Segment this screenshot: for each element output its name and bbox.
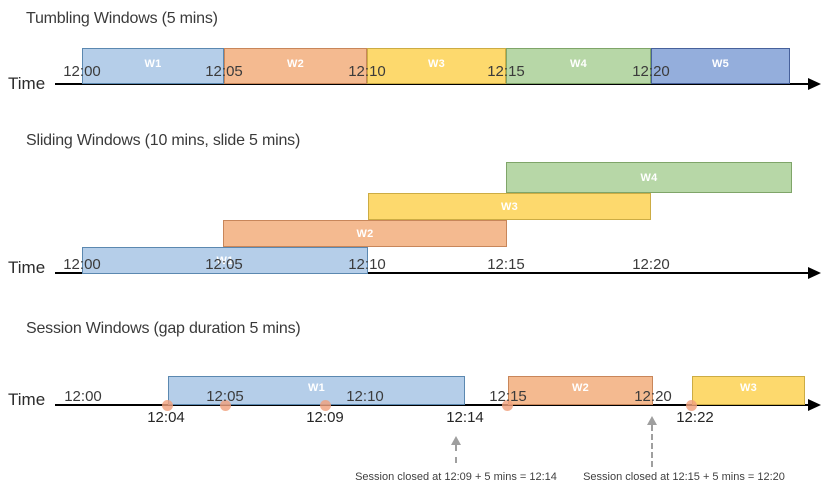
tumbling-window-w4: W4 — [506, 48, 651, 84]
session-tick-1200: 12:00 — [64, 388, 102, 405]
tumbling-window-w2: W2 — [224, 48, 367, 84]
session-time-axis-label: Time — [8, 390, 46, 409]
window-label: W1 — [144, 57, 162, 70]
event-dot-1204 — [162, 400, 173, 411]
session-close-arrow-icon — [451, 436, 461, 445]
tumbling-section-title: Tumbling Windows (5 mins) — [26, 10, 218, 27]
session-event-label-1209: 12:09 — [306, 409, 344, 426]
session-window-w1: W1 — [168, 376, 465, 405]
session-event-label-1204: 12:04 — [147, 409, 185, 426]
window-label: W3 — [427, 57, 446, 70]
window-label: W4 — [640, 171, 658, 184]
event-dot-1209 — [320, 400, 331, 411]
tumbling-window-w5: W5 — [651, 48, 790, 84]
window-label: W1 — [216, 254, 234, 267]
tumbling-tick-1215: 12:15 — [487, 63, 525, 80]
tumbling-axis-arrowhead-icon — [808, 78, 821, 90]
sliding-tick-1200: 12:00 — [63, 256, 101, 273]
sliding-tick-1215: 12:15 — [487, 256, 525, 273]
tumbling-tick-1200: 12:00 — [63, 63, 101, 80]
window-label: W2 — [286, 57, 305, 70]
window-label: W4 — [569, 57, 588, 70]
session-window-w2: W2 — [508, 376, 653, 405]
window-label: W2 — [356, 227, 374, 240]
session-close-annotation-2: Session closed at 12:15 + 5 mins = 12:20 — [583, 471, 785, 483]
sliding-window-w1: W1 — [82, 247, 368, 274]
tumbling-time-axis-label: Time — [8, 74, 46, 93]
sliding-tick-1205: 12:05 — [205, 256, 243, 273]
sliding-window-w3: W3 — [368, 193, 651, 220]
session-window-w3: W3 — [692, 376, 805, 405]
session-section-title: Session Windows (gap duration 5 mins) — [26, 320, 301, 337]
window-label: W3 — [500, 200, 519, 213]
event-dot-1222 — [686, 400, 697, 411]
window-label: W5 — [711, 57, 730, 70]
session-close-annotation-1: Session closed at 12:09 + 5 mins = 12:14 — [355, 471, 557, 483]
tumbling-tick-1210: 12:10 — [348, 63, 386, 80]
window-label: W1 — [307, 382, 326, 394]
sliding-section-title: Sliding Windows (10 mins, slide 5 mins) — [26, 132, 301, 149]
session-time-axis — [55, 404, 811, 406]
sliding-axis-arrowhead-icon — [808, 267, 821, 279]
session-tick-1215: 12:15 — [489, 388, 527, 405]
session-close-arrow-line — [455, 445, 457, 463]
tumbling-tick-1205: 12:05 — [205, 63, 243, 80]
sliding-time-axis-label: Time — [8, 258, 46, 277]
window-label: W3 — [739, 382, 758, 394]
sliding-tick-1210: 12:10 — [348, 256, 386, 273]
event-dot-1215 — [502, 400, 513, 411]
session-event-label-1222: 12:22 — [676, 409, 714, 426]
session-event-label-1214: 12:14 — [446, 409, 484, 426]
event-dot-1205 — [220, 400, 231, 411]
window-label: W2 — [571, 382, 590, 394]
session-close-arrow-icon — [647, 416, 657, 425]
sliding-time-axis — [55, 272, 811, 274]
session-tick-1205: 12:05 — [206, 388, 244, 405]
tumbling-tick-1220: 12:20 — [632, 63, 670, 80]
tumbling-time-axis — [55, 83, 811, 85]
tumbling-window-w1: W1 — [82, 48, 224, 84]
sliding-window-w4: W4 — [506, 162, 792, 193]
sliding-window-w2: W2 — [223, 220, 507, 247]
session-close-arrow-line — [651, 425, 653, 467]
session-tick-1220: 12:20 — [634, 388, 672, 405]
session-tick-1210: 12:10 — [346, 388, 384, 405]
tumbling-window-w3: W3 — [367, 48, 506, 84]
sliding-tick-1220: 12:20 — [632, 256, 670, 273]
session-axis-arrowhead-icon — [808, 399, 821, 411]
